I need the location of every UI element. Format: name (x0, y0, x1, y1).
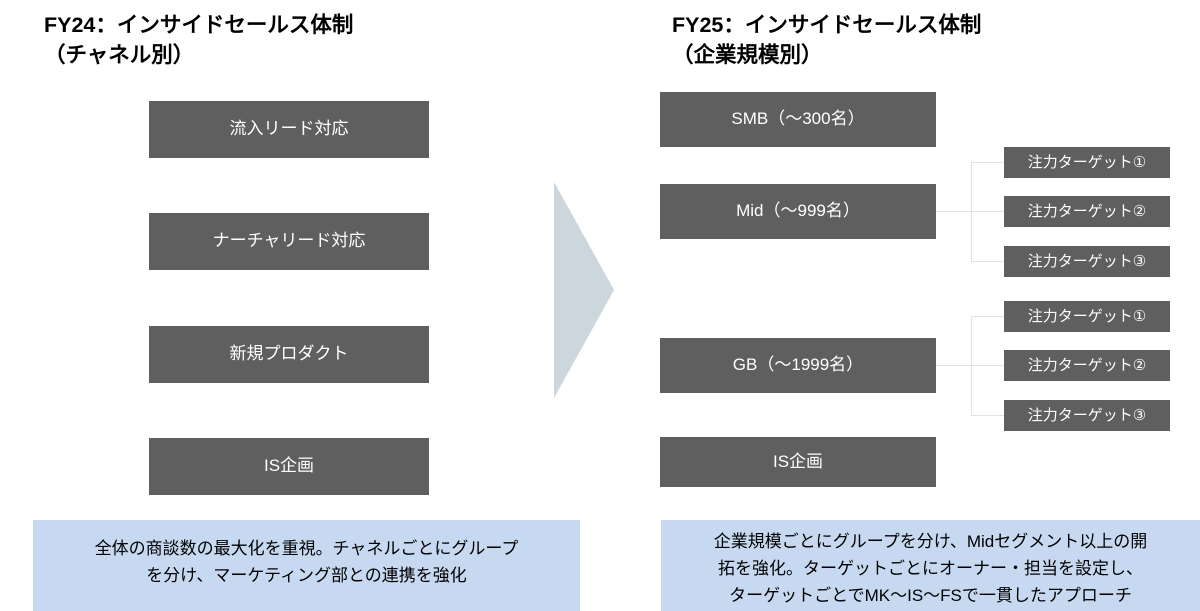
left-box-new-product[interactable]: 新規プロダクト (149, 326, 429, 383)
left-column-title: FY24：インサイドセールス体制 （チャネル別） (44, 13, 354, 67)
right-caption: 企業規模ごとにグループを分け、Midセグメント以上の開 拓を強化。ターゲットごと… (661, 520, 1200, 611)
right-box-label: IS企画 (772, 451, 824, 471)
right-column-title: FY25：インサイドセールス体制 （企業規模別） (672, 13, 982, 67)
right-target-label: 注力ターゲット① (1027, 307, 1147, 325)
connector-mid-spine (971, 162, 972, 261)
connector-mid-trunk (936, 211, 1004, 212)
right-target-mid-2[interactable]: 注力ターゲット② (1004, 196, 1170, 227)
left-box-label: IS企画 (263, 456, 315, 476)
left-box-label: ナーチャリード対応 (212, 231, 366, 251)
left-caption: 全体の商談数の最大化を重視。チャネルごとにグループ を分け、マーケティング部との… (33, 520, 580, 611)
right-target-label: 注力ターゲット② (1027, 356, 1147, 374)
connector-mid-branch-1 (971, 162, 1004, 163)
connector-mid-branch-3 (971, 261, 1004, 262)
connector-gb-branch-3 (971, 415, 1004, 416)
right-box-smb[interactable]: SMB（〜300名） (660, 92, 936, 147)
connector-gb-branch-1 (971, 316, 1004, 317)
left-box-nurture-lead[interactable]: ナーチャリード対応 (149, 213, 429, 270)
right-target-gb-2[interactable]: 注力ターゲット② (1004, 350, 1170, 381)
right-box-gb[interactable]: GB（〜1999名） (660, 338, 936, 393)
right-target-mid-1[interactable]: 注力ターゲット① (1004, 147, 1170, 178)
left-box-label: 新規プロダクト (229, 344, 349, 364)
right-target-label: 注力ターゲット② (1027, 202, 1147, 220)
right-target-mid-3[interactable]: 注力ターゲット③ (1004, 246, 1170, 277)
right-target-label: 注力ターゲット③ (1027, 252, 1147, 270)
right-box-label: Mid（〜999名） (736, 201, 860, 221)
left-box-label: 流入リード対応 (229, 119, 349, 139)
right-target-gb-1[interactable]: 注力ターゲット① (1004, 301, 1170, 332)
right-box-label: SMB（〜300名） (731, 109, 865, 129)
connector-gb-trunk (936, 365, 1004, 366)
right-target-gb-3[interactable]: 注力ターゲット③ (1004, 400, 1170, 431)
right-arrow-icon (554, 182, 614, 398)
right-target-label: 注力ターゲット① (1027, 153, 1147, 171)
right-box-is-planning[interactable]: IS企画 (660, 437, 936, 487)
connector-gb-spine (971, 316, 972, 415)
right-target-label: 注力ターゲット③ (1027, 406, 1147, 424)
right-box-mid[interactable]: Mid（〜999名） (660, 184, 936, 239)
left-box-inflow-lead[interactable]: 流入リード対応 (149, 101, 429, 158)
left-box-is-planning[interactable]: IS企画 (149, 438, 429, 495)
right-box-label: GB（〜1999名） (732, 355, 864, 375)
